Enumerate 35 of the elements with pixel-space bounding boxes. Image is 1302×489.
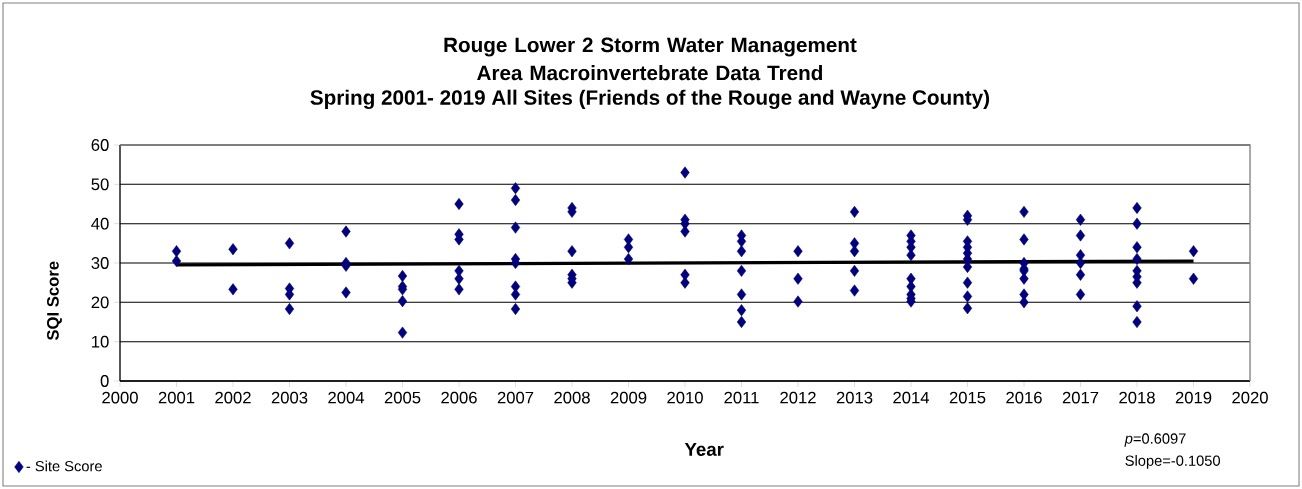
- x-tick-label: 2011: [724, 391, 759, 404]
- x-tick-label: 2020: [1232, 391, 1268, 404]
- y-tick-label: 50: [91, 178, 109, 191]
- x-tick-label: 2008: [554, 391, 590, 404]
- x-tick-label: 2012: [780, 391, 816, 404]
- x-tick-label: 2000: [102, 391, 138, 404]
- x-tick-label: 2016: [1006, 391, 1042, 404]
- chart-title: Rouge Lower 2 Storm Water Management Area Macroinvertebrate Data Trend: [444, 37, 857, 81]
- legend-label: - Site Score: [26, 460, 102, 472]
- text: p=0.6097: [1124, 433, 1186, 447]
- x-tick-label: 2019: [1175, 391, 1212, 404]
- x-tick-label: 2017: [1062, 391, 1099, 404]
- x-axis-title: Year: [684, 442, 724, 456]
- text: Slope=-0.1050: [1125, 455, 1220, 469]
- x-tick-label: 2006: [441, 391, 477, 404]
- x-tick-label: 2002: [215, 391, 251, 404]
- x-tick-label: 2010: [667, 391, 703, 404]
- x-tick-label: 2015: [949, 391, 986, 404]
- y-axis-title: SQI Score: [47, 261, 62, 341]
- x-tick-label: 2014: [893, 391, 930, 404]
- y-tick-label: 40: [91, 217, 109, 230]
- x-tick-label: 2009: [610, 391, 647, 404]
- y-tick-label: 60: [91, 139, 109, 151]
- x-tick-label: 2007: [497, 391, 534, 404]
- x-tick-label: 2018: [1119, 391, 1155, 404]
- y-tick-label: 30: [91, 257, 109, 269]
- y-tick-label: 0: [100, 375, 109, 387]
- y-tick-label: 10: [92, 335, 109, 348]
- y-tick-label: 20: [91, 296, 109, 309]
- chart-subtitle: Spring 2001- 2019 All Sites (Friends of the Rouge and Wayne County): [310, 89, 990, 110]
- x-tick-label: 2001: [158, 391, 195, 404]
- x-tick-label: 2013: [836, 391, 873, 404]
- x-tick-label: 2005: [384, 391, 421, 404]
- x-tick-label: 2003: [271, 391, 308, 404]
- x-tick-label: 2004: [328, 391, 365, 404]
